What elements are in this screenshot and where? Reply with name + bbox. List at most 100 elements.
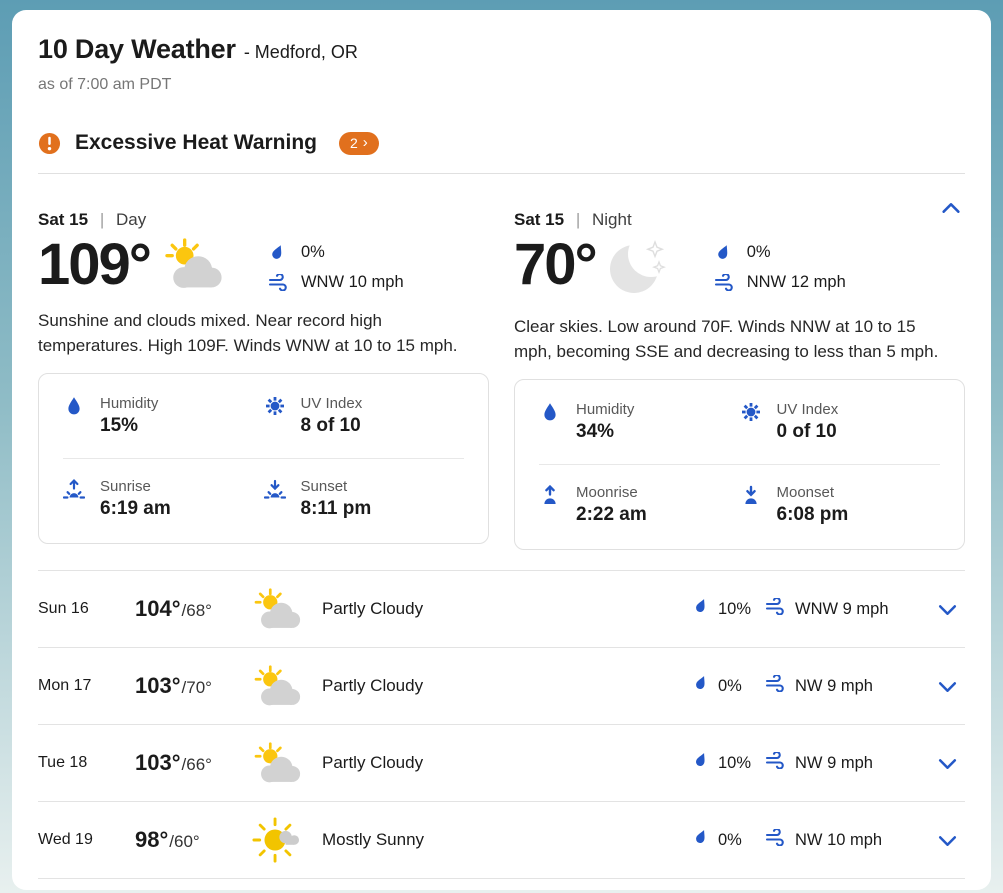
moonrise-icon: [539, 485, 561, 506]
detail-value: 6:08 pm: [776, 504, 849, 526]
row-precip: 0%: [680, 674, 765, 697]
row-day-label: Wed 19: [38, 831, 93, 849]
day-panel: Sat 15 | Day 109° 0%: [38, 210, 489, 550]
detail-sunrise: Sunrise 6:19 am: [63, 478, 264, 520]
row-wind: NW 9 mph: [765, 674, 925, 697]
day-period: Day: [115, 210, 147, 229]
row-precip: 10%: [680, 751, 765, 774]
details-row: Humidity 15% UV Index 8 of 10: [63, 376, 464, 458]
wind-icon: [268, 274, 288, 291]
humidity-icon: [63, 396, 85, 416]
detail-value: 15%: [100, 415, 139, 437]
detail-value: 8 of 10: [300, 415, 361, 437]
detail-uv-index: UV Index 8 of 10: [264, 395, 465, 437]
expand-chevron-down-icon[interactable]: [936, 753, 959, 773]
day-description: Sunshine and clouds mixed. Near record h…: [38, 311, 458, 356]
row-high-temp: 103°: [135, 750, 181, 776]
heading-separator: |: [99, 210, 105, 229]
day-stats: 0% WNW 10 mph: [268, 243, 404, 292]
raindrop-icon: [694, 751, 708, 774]
row-high-temp: 98°: [135, 827, 169, 853]
partly-cloudy-icon: [252, 588, 322, 630]
row-temps: 103° /66°: [135, 750, 252, 776]
row-day-label: Sun 16: [38, 600, 89, 618]
night-precip: 0%: [714, 243, 846, 262]
row-wind: WNW 9 mph: [765, 597, 925, 620]
heat-warning-banner[interactable]: Excessive Heat Warning 2 ›: [38, 131, 965, 155]
mostly-sunny-icon: [252, 816, 322, 864]
row-high-temp: 104°: [135, 596, 181, 622]
detail-humidity: Humidity 34%: [539, 401, 740, 443]
daily-row-tue-18[interactable]: Tue 18 103° /66° Partly Cloudy 10% NW 9 …: [38, 724, 965, 801]
detail-moonset: Moonset 6:08 pm: [740, 484, 941, 526]
row-precip-value: 0%: [718, 676, 742, 695]
raindrop-icon: [694, 674, 708, 697]
detail-label: Humidity: [576, 401, 635, 419]
day-temperature: 109°: [38, 232, 152, 297]
day-precip: 0%: [268, 243, 404, 262]
night-wind: NNW 12 mph: [714, 273, 846, 292]
today-panels: Sat 15 | Day 109° 0%: [38, 174, 965, 551]
row-condition: Partly Cloudy: [322, 676, 424, 696]
raindrop-icon: [714, 243, 734, 262]
detail-moonrise: Moonrise 2:22 am: [539, 484, 740, 526]
alert-count-badge[interactable]: 2 ›: [339, 131, 379, 155]
row-low-temp: /60°: [169, 832, 200, 852]
expand-chevron-down-icon[interactable]: [936, 830, 959, 850]
wind-icon: [765, 751, 785, 774]
day-details-card: Humidity 15% UV Index 8 of 10: [38, 373, 489, 545]
raindrop-icon: [694, 828, 708, 851]
row-temps: 103° /70°: [135, 673, 252, 699]
detail-humidity: Humidity 15%: [63, 395, 264, 437]
details-row: Sunrise 6:19 am Sunset 8:11 pm: [63, 458, 464, 541]
detail-sunset: Sunset 8:11 pm: [263, 478, 465, 520]
daily-row-wed-19[interactable]: Wed 19 98° /60° Mostly Sunny 0% NW 10 mp…: [38, 801, 965, 880]
night-panel: Sat 15 | Night 70°: [514, 203, 965, 551]
alert-count: 2: [350, 135, 358, 151]
row-wind-value: NW 9 mph: [795, 676, 873, 695]
row-day-label: Mon 17: [38, 677, 92, 695]
row-day-label: Tue 18: [38, 754, 88, 772]
day-panel-heading: Sat 15 | Day: [38, 210, 489, 230]
moonset-icon: [740, 485, 762, 506]
row-temps: 98° /60°: [135, 827, 252, 853]
expand-chevron-down-icon[interactable]: [936, 676, 959, 696]
row-precip-value: 10%: [718, 753, 752, 772]
page-header: 10 Day Weather - Medford, OR: [38, 34, 965, 65]
detail-label: Humidity: [100, 395, 159, 413]
night-panel-heading: Sat 15 | Night: [514, 210, 965, 230]
location-label: - Medford, OR: [243, 42, 358, 62]
wind-icon: [765, 674, 785, 697]
timestamp: as of 7:00 am PDT: [38, 76, 172, 93]
night-temperature: 70°: [514, 232, 598, 297]
detail-label: Moonrise: [576, 484, 638, 502]
night-date: Sat 15: [514, 210, 565, 229]
row-low-temp: /70°: [181, 678, 212, 698]
expand-chevron-down-icon[interactable]: [936, 599, 959, 619]
partly-cloudy-icon: [252, 742, 322, 784]
row-low-temp: /68°: [181, 601, 212, 621]
alert-arrow-icon: ›: [362, 133, 368, 151]
row-wind-value: NW 9 mph: [795, 753, 873, 772]
day-wind: WNW 10 mph: [268, 273, 404, 292]
detail-value: 34%: [576, 421, 615, 443]
night-details-card: Humidity 34% UV Index 0 of 10: [514, 379, 965, 551]
wind-icon: [765, 828, 785, 851]
header-divider: [38, 173, 965, 174]
uv-index-icon: [740, 402, 762, 423]
humidity-icon: [539, 402, 561, 422]
daily-row-mon-17[interactable]: Mon 17 103° /70° Partly Cloudy 0% NW 9 m…: [38, 647, 965, 724]
row-precip-value: 0%: [718, 830, 742, 849]
collapse-chevron-up-icon[interactable]: [939, 198, 963, 218]
daily-row-sun-16[interactable]: Sun 16 104° /68° Partly Cloudy 10% WNW 9…: [38, 570, 965, 647]
day-precip-value: 0%: [300, 243, 325, 261]
night-stats: 0% NNW 12 mph: [714, 243, 846, 292]
raindrop-icon: [694, 597, 708, 620]
row-condition: Partly Cloudy: [322, 753, 424, 773]
page-title: 10 Day Weather: [38, 34, 236, 64]
details-row: Humidity 34% UV Index 0 of 10: [539, 382, 940, 464]
detail-label: Sunrise: [100, 478, 151, 496]
detail-label: UV Index: [776, 401, 839, 419]
sunset-icon: [263, 479, 286, 500]
detail-uv-index: UV Index 0 of 10: [740, 401, 941, 443]
